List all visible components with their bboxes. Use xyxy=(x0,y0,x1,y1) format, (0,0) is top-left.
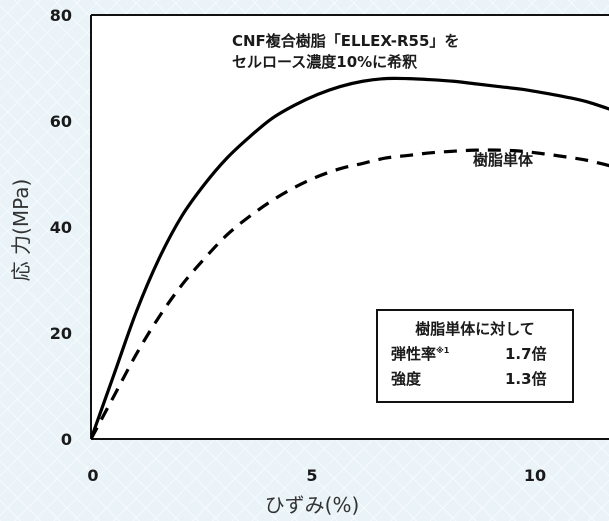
series-line-cnf-composite xyxy=(91,76,609,440)
comparison-box: 樹脂単体に対して 弾性率※1 1.7倍 強度 1.3倍 xyxy=(376,309,574,403)
comparison-box-frame xyxy=(376,309,574,403)
y-tick-label: 40 xyxy=(50,218,72,237)
comparison-row-value-strength: 1.3倍 xyxy=(505,370,547,388)
x-tick-labels: 0 5 10 xyxy=(87,466,546,485)
y-tick-label: 20 xyxy=(50,324,72,343)
comparison-box-title: 樹脂単体に対して xyxy=(415,320,535,338)
x-axis-title: ひずみ(%) xyxy=(265,493,360,517)
x-tick-label: 0 xyxy=(87,466,98,485)
y-tick-label: 60 xyxy=(50,112,72,131)
solid-curve-label-line2: セルロース濃度10%に希釈 xyxy=(232,53,418,71)
y-tick-label: 0 xyxy=(61,430,72,449)
y-axis-title: 応 力(MPa) xyxy=(9,179,33,282)
modulus-label-text: 弾性率 xyxy=(391,345,436,363)
x-tick-label: 10 xyxy=(524,466,546,485)
comparison-row-label-strength: 強度 xyxy=(391,370,422,388)
y-tick-label: 80 xyxy=(50,6,72,25)
solid-curve-label-line1: CNF複合樹脂「ELLEX-R55」を xyxy=(232,32,459,50)
comparison-row-value-modulus: 1.7倍 xyxy=(505,345,547,363)
y-tick-labels: 80 60 40 20 0 xyxy=(50,6,72,449)
dashed-curve-label: 樹脂単体 xyxy=(473,151,534,169)
x-tick-label: 5 xyxy=(306,466,317,485)
series-layer xyxy=(91,76,609,440)
plot-area xyxy=(90,14,609,440)
footnote-mark: ※1 xyxy=(436,345,450,355)
comparison-row-label-modulus: 弾性率※1 xyxy=(391,345,450,363)
